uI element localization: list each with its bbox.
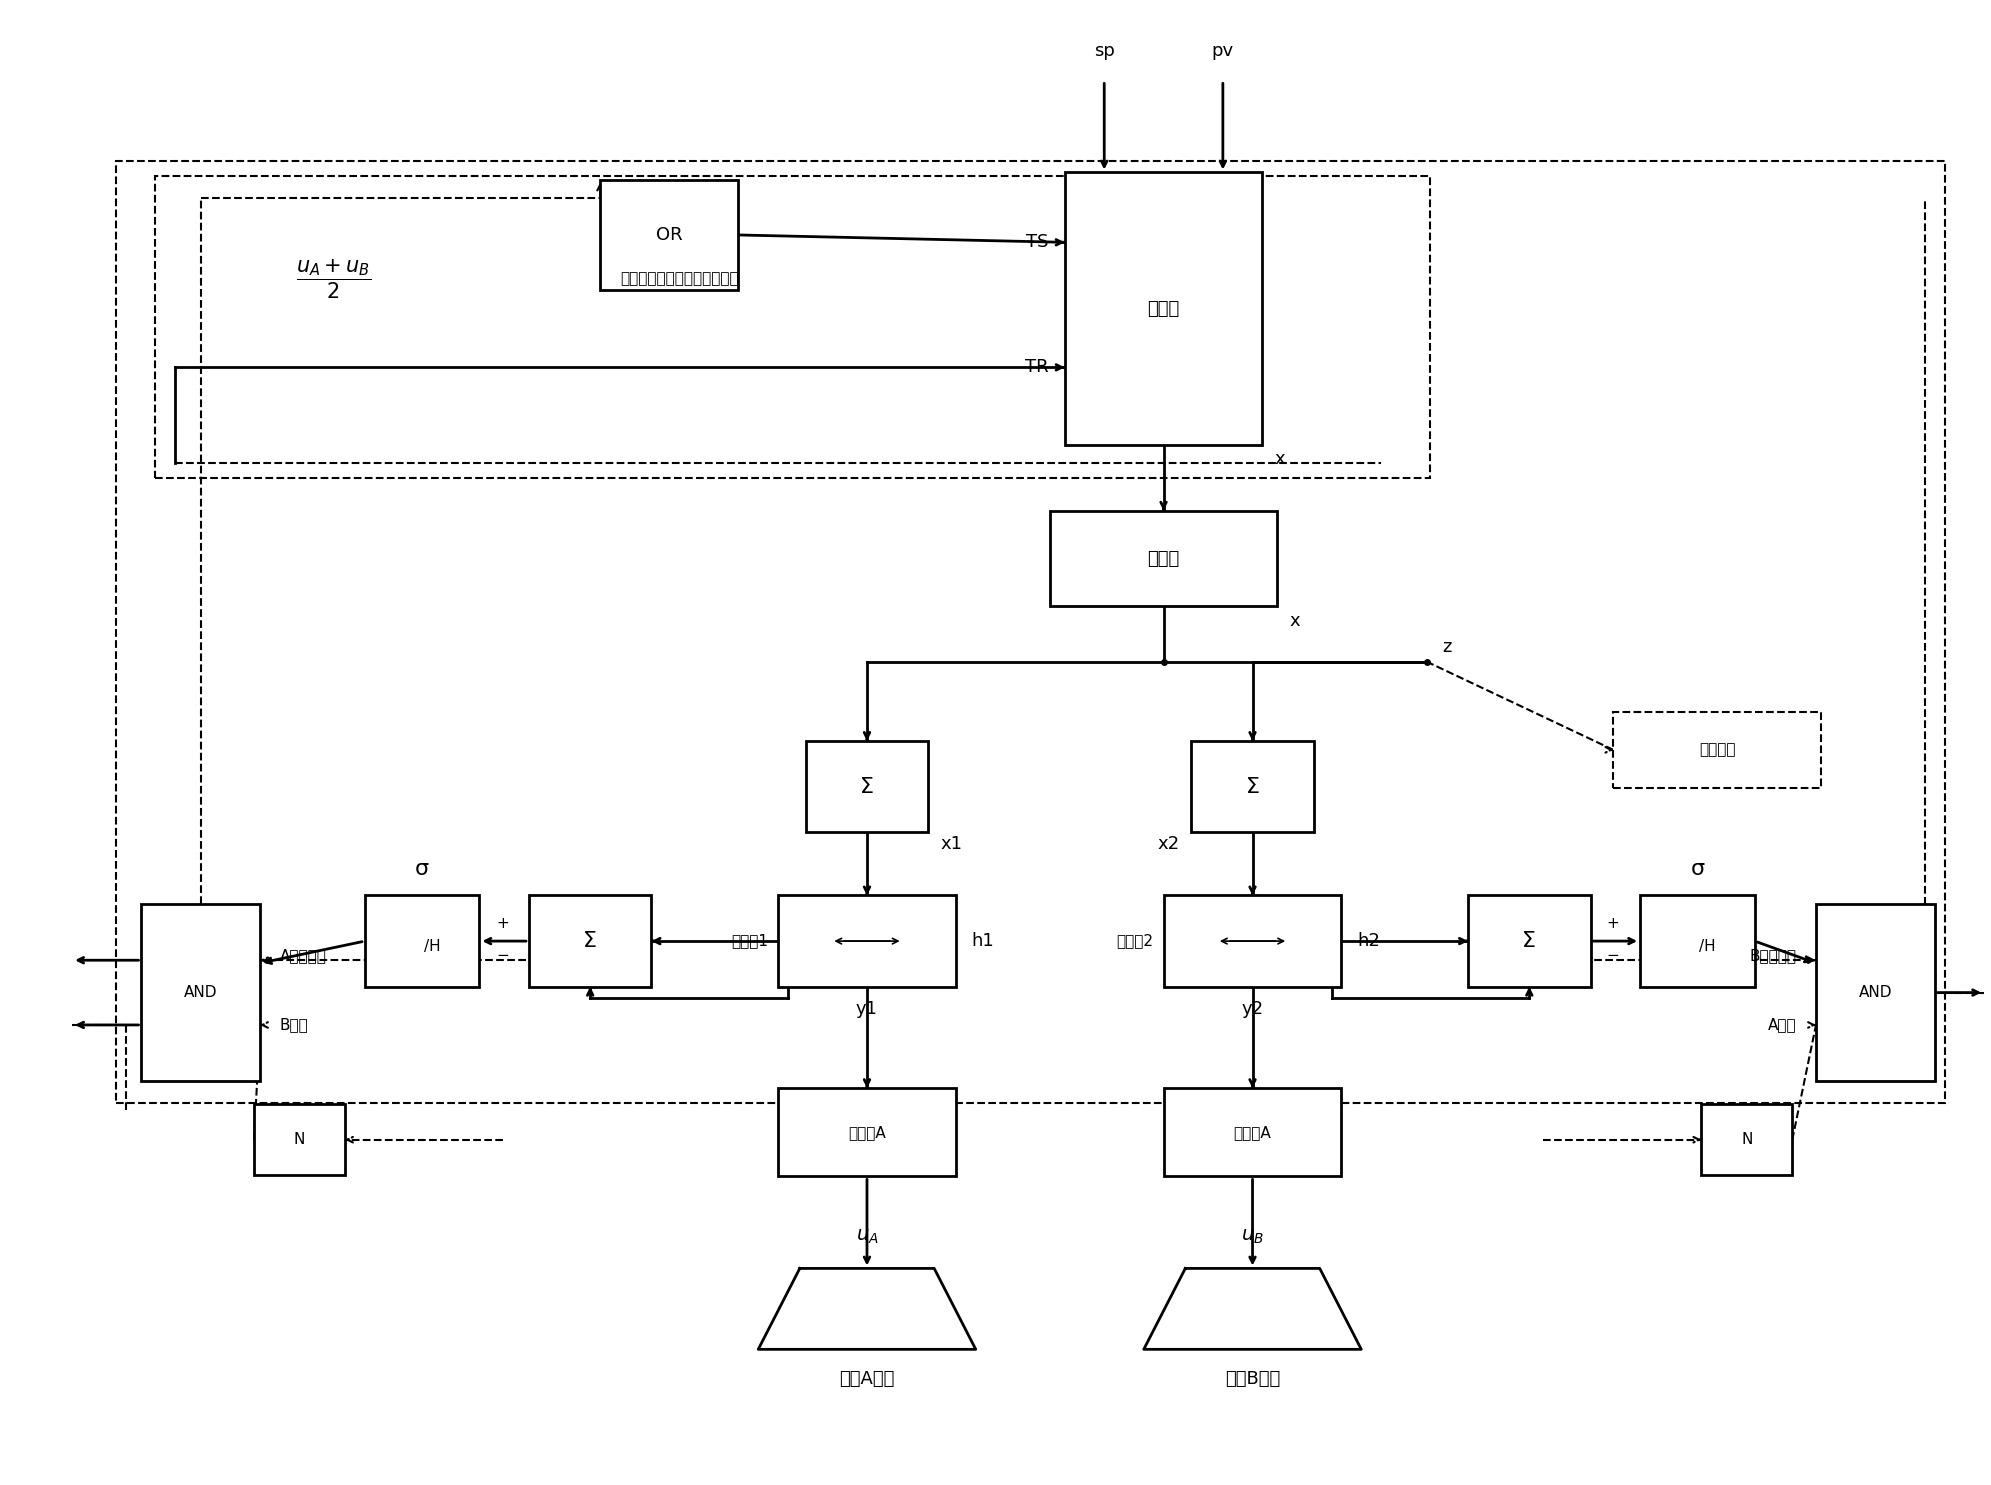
Text: Σ: Σ	[583, 931, 597, 950]
Text: z: z	[1441, 639, 1451, 656]
FancyBboxPatch shape	[1163, 895, 1342, 986]
Text: OR: OR	[655, 226, 683, 244]
Text: A运行: A运行	[1768, 1017, 1796, 1032]
Text: /H: /H	[424, 940, 440, 955]
Text: 限幅器2: 限幅器2	[1117, 934, 1153, 949]
FancyBboxPatch shape	[364, 895, 480, 986]
Text: Σ: Σ	[860, 777, 874, 796]
Text: $u_B$: $u_B$	[1240, 1227, 1264, 1246]
Text: TR: TR	[1025, 358, 1049, 376]
FancyBboxPatch shape	[1816, 904, 1935, 1081]
FancyBboxPatch shape	[530, 895, 651, 986]
Text: y1: y1	[856, 999, 878, 1017]
Text: σ: σ	[1690, 858, 1704, 879]
Text: 偏置逻辑: 偏置逻辑	[1698, 742, 1736, 757]
FancyBboxPatch shape	[255, 1105, 344, 1175]
Text: （或根据实际设置某个参数）: （或根据实际设置某个参数）	[619, 272, 739, 287]
Text: h2: h2	[1358, 933, 1380, 950]
FancyBboxPatch shape	[806, 741, 928, 832]
Text: x1: x1	[940, 835, 962, 852]
Text: A自动状态: A自动状态	[281, 949, 327, 964]
Text: +: +	[1607, 916, 1619, 931]
FancyBboxPatch shape	[778, 1089, 956, 1176]
FancyBboxPatch shape	[1641, 895, 1754, 986]
Text: σ: σ	[414, 858, 430, 879]
Text: 平衡块: 平衡块	[1147, 549, 1181, 567]
Text: 手操器A: 手操器A	[1234, 1124, 1272, 1140]
Text: sp: sp	[1093, 42, 1115, 59]
Text: /H: /H	[1698, 940, 1716, 955]
Text: pv: pv	[1213, 42, 1234, 59]
Text: x: x	[1274, 450, 1284, 468]
FancyBboxPatch shape	[1065, 172, 1262, 444]
Text: B自动状态: B自动状态	[1750, 949, 1796, 964]
FancyBboxPatch shape	[141, 904, 261, 1081]
Text: Σ: Σ	[1523, 931, 1537, 950]
Text: x: x	[1288, 612, 1300, 630]
Text: AND: AND	[183, 985, 217, 999]
Text: +: +	[496, 916, 510, 931]
Text: N: N	[295, 1132, 305, 1148]
FancyBboxPatch shape	[1049, 511, 1278, 606]
Text: $u_A$: $u_A$	[856, 1227, 878, 1246]
FancyBboxPatch shape	[778, 895, 956, 986]
Text: B运行: B运行	[281, 1017, 309, 1032]
Text: 控制器: 控制器	[1147, 300, 1181, 318]
Text: 辅机A指令: 辅机A指令	[840, 1369, 894, 1388]
FancyBboxPatch shape	[1702, 1105, 1792, 1175]
Text: N: N	[1740, 1132, 1752, 1148]
Text: 限幅器1: 限幅器1	[731, 934, 769, 949]
FancyBboxPatch shape	[1613, 711, 1822, 789]
Text: 辅机B指令: 辅机B指令	[1224, 1369, 1280, 1388]
FancyBboxPatch shape	[599, 180, 739, 290]
FancyBboxPatch shape	[1191, 741, 1314, 832]
Text: AND: AND	[1858, 985, 1891, 999]
Text: 手操器A: 手操器A	[848, 1124, 886, 1140]
Text: h1: h1	[972, 933, 996, 950]
Text: x2: x2	[1157, 835, 1179, 852]
Text: TS: TS	[1027, 233, 1049, 251]
Text: y2: y2	[1242, 999, 1264, 1017]
FancyBboxPatch shape	[1163, 1089, 1342, 1176]
Text: −: −	[1607, 949, 1619, 964]
Text: $\dfrac{u_A+u_B}{2}$: $\dfrac{u_A+u_B}{2}$	[295, 257, 370, 300]
Text: Σ: Σ	[1246, 777, 1260, 796]
FancyBboxPatch shape	[1467, 895, 1591, 986]
Text: −: −	[496, 949, 510, 964]
